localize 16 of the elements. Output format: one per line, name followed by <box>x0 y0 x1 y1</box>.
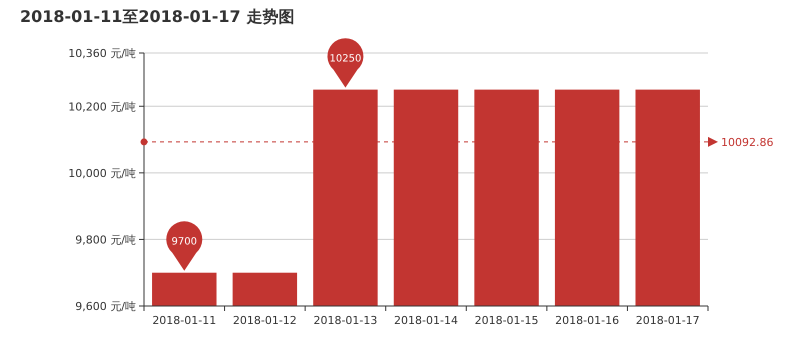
annotation: 9700 <box>172 236 198 248</box>
y-tick-label: 9,800 元/吨 <box>75 233 136 246</box>
x-tick-label: 2018-01-16 <box>555 314 620 327</box>
y-tick-label: 9,600 元/吨 <box>75 300 136 313</box>
y-tick-label: 10,200 元/吨 <box>68 100 136 114</box>
ref-line-label: 10092.86 <box>721 136 774 149</box>
x-tick-label: 2018-01-17 <box>636 314 700 327</box>
annotation: 10250 <box>330 54 362 65</box>
x-tick-label: 2018-01-12 <box>232 314 297 327</box>
x-tick-label: 2018-01-11 <box>152 314 216 327</box>
x-tick-label: 2018-01-14 <box>394 314 458 327</box>
y-tick-label: 10,000 元/吨 <box>68 166 136 180</box>
y-tick-label: 10,360 元/吨 <box>68 47 136 60</box>
x-tick-label: 2018-01-13 <box>313 314 378 327</box>
chart-title: 2018-01-11至2018-01-17 走势图 <box>20 7 294 26</box>
x-tick-label: 2018-01-15 <box>474 314 539 327</box>
